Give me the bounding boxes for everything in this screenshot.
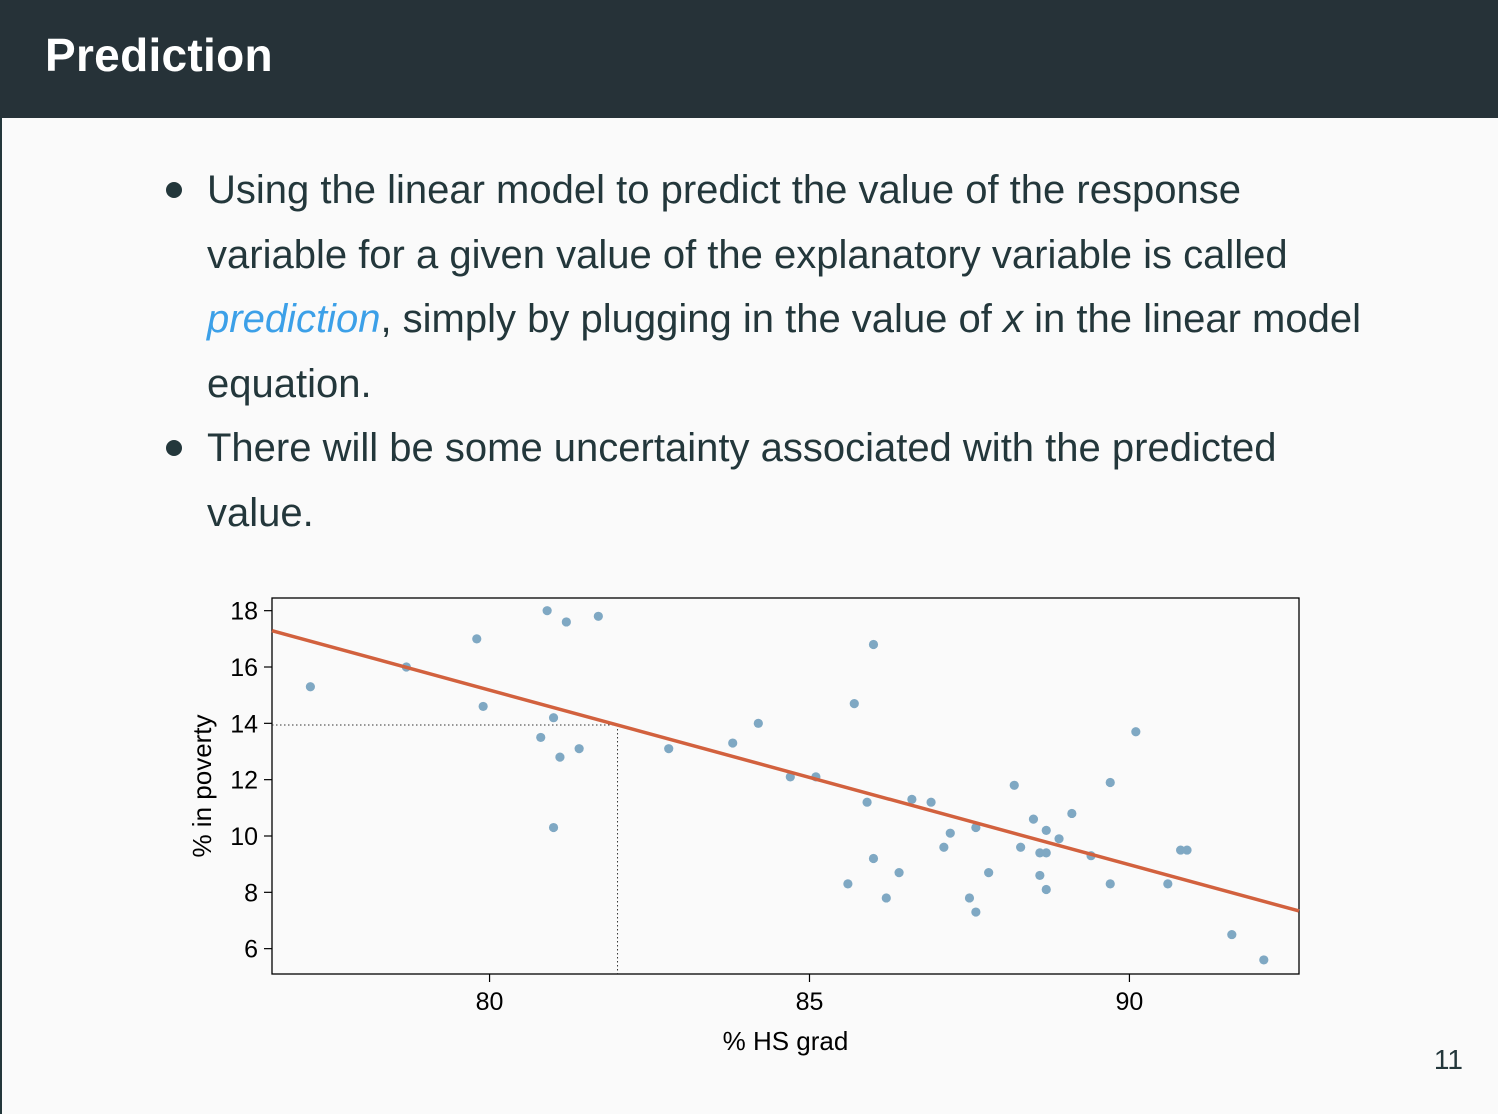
data-point [1067,808,1077,819]
data-point [305,682,315,692]
y-tick-label: 14 [230,710,258,738]
bullet1-text-after: in the linear model equation. [207,297,1361,406]
data-point [1163,879,1173,889]
data-point [849,699,859,709]
y-tick-label: 8 [244,879,258,907]
data-point [1105,777,1115,788]
data-point [555,752,565,762]
data-point [1016,842,1026,852]
data-point [1227,929,1237,940]
x-axis-label: % HS grad [723,1026,849,1056]
data-point [542,606,552,616]
slide-title: Prediction [45,29,273,81]
x-tick-label: 80 [476,988,504,1016]
bullet-dot-icon [166,440,182,456]
data-point [472,634,482,644]
data-point [548,713,559,723]
data-point [1009,780,1019,790]
data-point [574,744,584,754]
data-point [593,611,603,621]
slide-header: Prediction [0,0,1498,118]
data-point [971,907,981,917]
data-point [1035,848,1045,858]
data-point [881,893,891,903]
bullet1-text-before: Using the linear model to predict the va… [207,168,1288,277]
variable-x: x [1003,297,1024,341]
data-point [1035,870,1045,881]
data-point [1259,955,1269,965]
bullet2-text: There will be some uncertainty associate… [207,426,1277,535]
x-tick-label: 90 [1116,988,1144,1016]
y-tick-label: 10 [230,823,258,851]
data-point [868,639,879,650]
data-point [1182,845,1192,855]
data-point [728,738,738,748]
plot-frame [271,597,1300,975]
bullet1-text-middle: , simply by plugging in the value of [380,297,1004,341]
data-point [1176,845,1186,855]
bullet-item-prediction: Using the linear model to predict the va… [162,158,1362,416]
data-point [1054,834,1064,844]
bullet-item-uncertainty: There will be some uncertainty associate… [162,416,1362,545]
bullet-list: Using the linear model to predict the va… [162,158,1362,545]
regression-line [271,629,1300,913]
data-point [868,853,879,864]
y-axis-label: % in poverty [187,714,217,857]
data-point [1041,848,1051,858]
data-point [964,893,975,903]
x-tick-label: 85 [796,988,824,1016]
data-point [1028,814,1039,824]
data-point [939,842,949,852]
data-point [945,828,955,838]
data-point [478,701,488,712]
data-point [894,868,904,878]
data-point [843,879,853,889]
data-point [862,797,872,807]
y-tick-label: 12 [230,767,258,795]
bullet-dot-icon [166,182,182,198]
slide-frame-edge [0,0,2,1114]
data-point [548,822,559,833]
y-tick-label: 16 [230,654,258,682]
data-point [561,617,571,627]
data-point [984,868,994,878]
y-tick-label: 18 [230,598,258,626]
y-tick-label: 6 [244,936,258,964]
data-point [536,732,546,743]
term-prediction: prediction [207,297,381,341]
data-point [753,718,763,728]
data-point [1105,879,1115,889]
data-point [1041,884,1051,895]
data-point [907,794,917,804]
data-point [664,744,674,754]
data-point [1131,727,1141,737]
data-point [926,797,936,807]
data-point [1041,825,1051,835]
page-number: 11 [1433,1044,1463,1075]
